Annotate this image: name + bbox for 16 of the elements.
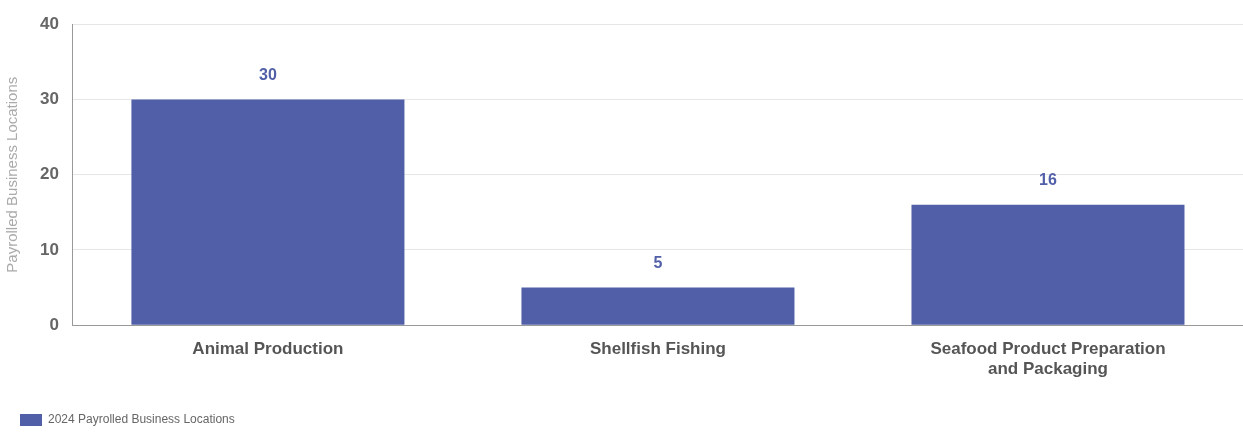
y-axis-title: Payrolled Business Locations (3, 76, 21, 273)
bar (521, 287, 795, 325)
y-tick-label: 10 (39, 239, 59, 259)
y-tick-label: 30 (39, 89, 59, 109)
x-tick-label: Seafood Product Preparation and Packaging (930, 339, 1166, 379)
bar (911, 204, 1185, 325)
y-tick-label: 20 (39, 164, 59, 184)
legend-label: 2024 Payrolled Business Locations (48, 412, 235, 427)
data-label: 5 (653, 253, 663, 271)
y-tick-label: 40 (39, 13, 59, 33)
y-tick-label: 0 (49, 314, 59, 334)
bar (131, 99, 405, 325)
data-label: 16 (1039, 171, 1057, 189)
x-tick-label: Animal Production (192, 339, 344, 359)
data-label: 30 (259, 65, 277, 83)
x-tick-label: Shellfish Fishing (589, 339, 726, 359)
